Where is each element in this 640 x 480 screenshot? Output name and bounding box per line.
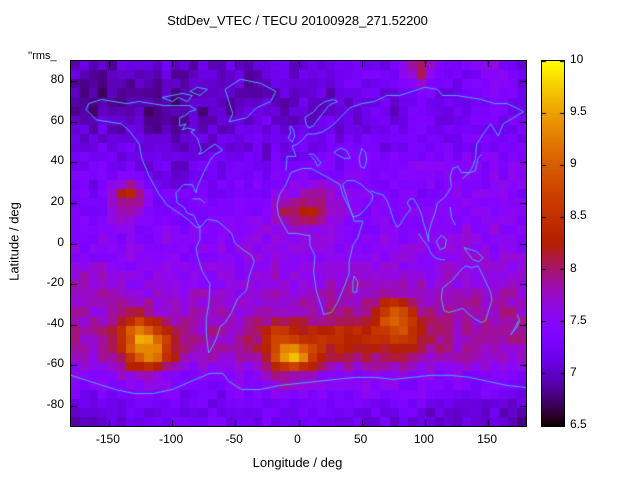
colorbar-tick-label: 7 — [570, 364, 577, 379]
y-tick-label: -20 — [46, 275, 64, 290]
x-tick-label: -50 — [225, 432, 243, 446]
colorbar-tick-label: 8.5 — [570, 208, 587, 223]
y-tick-label: 60 — [50, 112, 64, 127]
y-tick-label: 20 — [50, 193, 64, 208]
colorbar-canvas — [542, 61, 564, 426]
colorbar-tick-label: 9 — [570, 156, 577, 171]
heatmap-canvas — [71, 61, 526, 426]
key-label: ''rms_ — [28, 50, 57, 62]
x-tick-label: 100 — [413, 432, 434, 446]
y-tick-label: -80 — [46, 396, 64, 411]
colorbar-tick-label: 8 — [570, 260, 577, 275]
colorbar-tick-label: 10 — [570, 52, 584, 66]
colorbar — [541, 60, 565, 427]
chart-title: StdDev_VTEC / TECU 20100928_271.52200 — [167, 13, 428, 28]
x-tick-label: 50 — [354, 432, 368, 446]
x-tick-label: -150 — [95, 432, 120, 446]
plot-area — [70, 60, 527, 427]
x-tick-label: -100 — [159, 432, 184, 446]
colorbar-tick-label: 9.5 — [570, 104, 587, 119]
y-tick-label: 80 — [50, 72, 64, 87]
y-tick-label: 40 — [50, 153, 64, 168]
colorbar-tick-label: 7.5 — [570, 312, 587, 327]
y-tick-label: -40 — [46, 315, 64, 330]
y-tick-label: 0 — [57, 234, 64, 249]
x-axis-label: Longitude / deg — [252, 455, 343, 470]
x-tick-label: 150 — [477, 432, 498, 446]
colorbar-tick-label: 6.5 — [570, 417, 587, 431]
y-tick-label: -60 — [46, 356, 64, 371]
x-tick-label: 0 — [294, 432, 301, 446]
